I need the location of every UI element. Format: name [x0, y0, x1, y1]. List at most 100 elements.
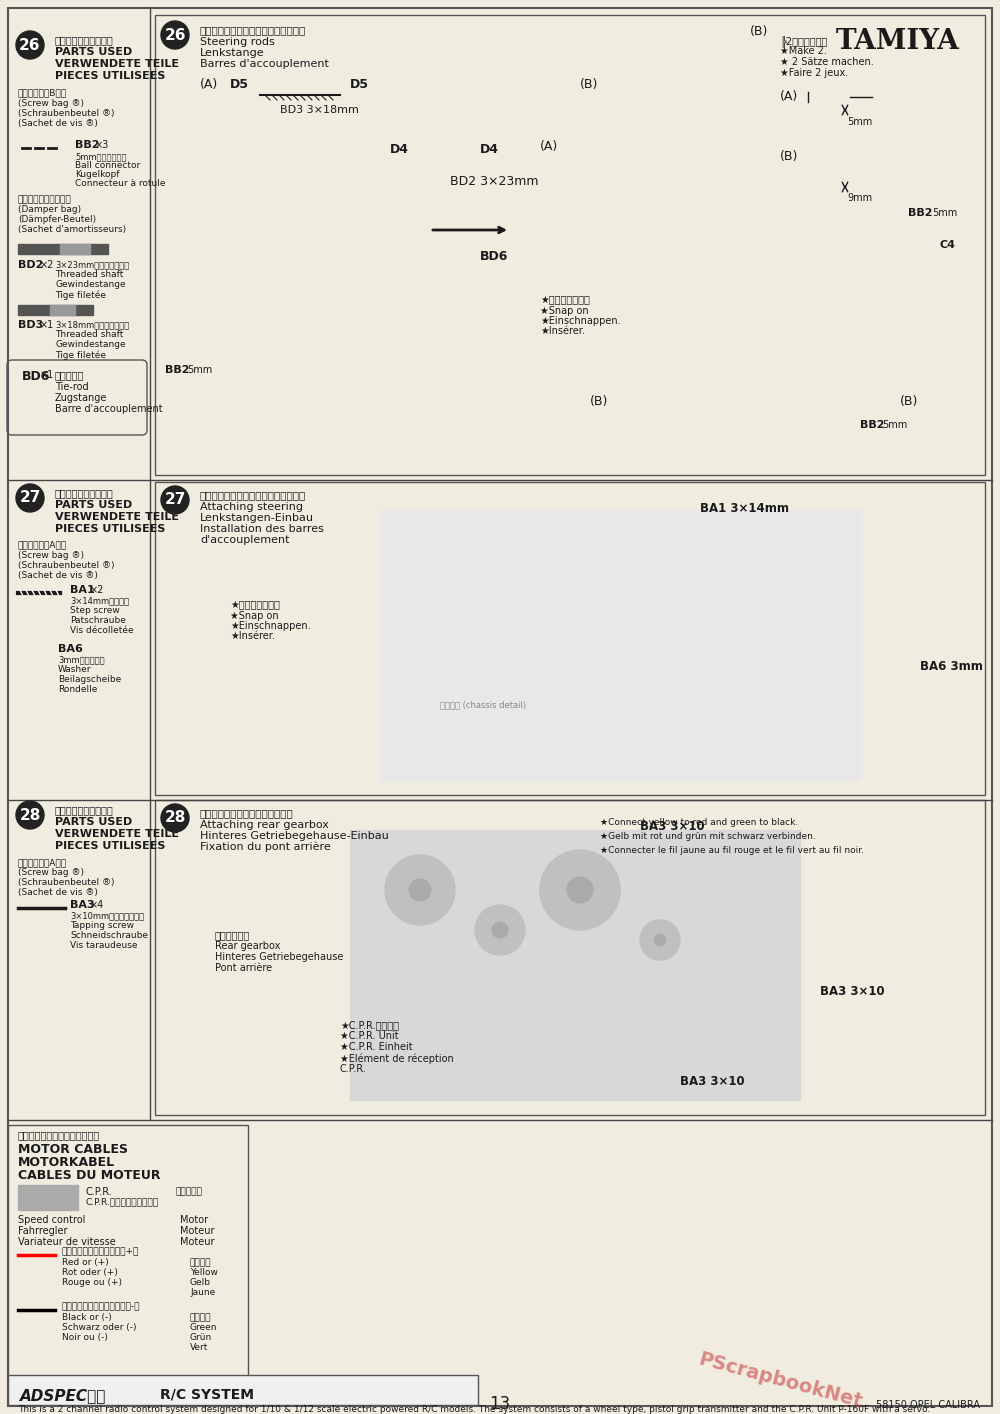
Text: Connecteur à rotule: Connecteur à rotule	[75, 180, 166, 188]
Text: 58150 OPEL CALIBRA: 58150 OPEL CALIBRA	[876, 1400, 980, 1410]
Text: モーター側: モーター側	[175, 1186, 202, 1196]
Text: BA3 3×10: BA3 3×10	[640, 820, 705, 833]
Text: Green: Green	[190, 1324, 218, 1332]
Text: Hinteres Getriebegehause: Hinteres Getriebegehause	[215, 952, 343, 962]
Text: Beilagscheibe: Beilagscheibe	[58, 674, 121, 684]
Text: 5mm: 5mm	[847, 117, 872, 127]
Bar	[155, 16, 985, 475]
Bar	[504, 570, 554, 615]
Bar	[390, 570, 440, 615]
Bar	[380, 510, 860, 781]
Text: Vis taraudeuse: Vis taraudeuse	[70, 940, 138, 950]
Text: ×3: ×3	[95, 140, 109, 150]
Text: Steering rods: Steering rods	[200, 37, 275, 47]
Text: C.P.R.ユニット、アンプ側: C.P.R.ユニット、アンプ側	[85, 1198, 158, 1206]
Text: PARTS USED: PARTS USED	[55, 501, 132, 510]
Bar	[618, 619, 668, 665]
Text: (B): (B)	[590, 395, 608, 409]
Text: (Damper bag): (Damper bag)	[18, 205, 81, 214]
Text: ★Snap on: ★Snap on	[230, 611, 279, 621]
Bar	[504, 520, 554, 566]
Text: (Screw bag ®): (Screw bag ®)	[18, 868, 84, 877]
Bar	[8, 1374, 478, 1406]
Text: Grün: Grün	[190, 1333, 212, 1342]
Text: (Schraubenbeutel ®): (Schraubenbeutel ®)	[18, 109, 114, 117]
Text: BA3: BA3	[70, 899, 95, 911]
Text: BD3 3×18mm: BD3 3×18mm	[280, 105, 359, 115]
Text: This is a 2 channel radio control system designed for 1/10 & 1/12 scale electric: This is a 2 channel radio control system…	[18, 1406, 930, 1414]
Circle shape	[385, 855, 455, 925]
Circle shape	[16, 800, 44, 829]
Text: (Dämpfer-Beutel): (Dämpfer-Beutel)	[18, 215, 96, 223]
Bar	[447, 670, 497, 715]
Text: BD6: BD6	[480, 250, 508, 263]
Bar	[561, 619, 611, 665]
Text: PARTS USED: PARTS USED	[55, 47, 132, 57]
Circle shape	[567, 877, 593, 904]
Text: TAMIYA: TAMIYA	[836, 28, 960, 55]
Text: 3×23mm両ネジシャフト: 3×23mm両ネジシャフト	[55, 260, 129, 269]
Text: ★ 2 Sätze machen.: ★ 2 Sätze machen.	[780, 57, 874, 66]
Text: 27: 27	[19, 491, 41, 505]
Text: 5mmピローボール: 5mmピローボール	[75, 151, 126, 161]
Text: 「リヤギアボックスの取り付け」: 「リヤギアボックスの取り付け」	[200, 807, 294, 819]
Text: Patschraube: Patschraube	[70, 617, 126, 625]
Text: 黄コード: 黄コード	[190, 1258, 212, 1267]
Text: ×1: ×1	[40, 370, 54, 380]
Text: CABLES DU MOTEUR: CABLES DU MOTEUR	[18, 1169, 160, 1182]
Text: BA3 3×10: BA3 3×10	[820, 986, 885, 998]
Text: Installation des barres: Installation des barres	[200, 525, 324, 534]
Text: 黒コード、マイナスコード（-）: 黒コード、マイナスコード（-）	[62, 1302, 140, 1311]
Bar	[675, 570, 725, 615]
Bar	[447, 619, 497, 665]
Circle shape	[492, 922, 508, 937]
Text: BB2: BB2	[908, 208, 932, 218]
Text: D5: D5	[230, 78, 249, 90]
Text: Moteur: Moteur	[180, 1237, 214, 1247]
Text: (Schraubenbeutel ®): (Schraubenbeutel ®)	[18, 878, 114, 887]
Text: BD6: BD6	[22, 370, 50, 383]
Circle shape	[540, 850, 620, 930]
Bar	[675, 670, 725, 715]
Circle shape	[409, 880, 431, 901]
Text: ★Connecter le fil jaune au fil rouge et le fil vert au fil noir.: ★Connecter le fil jaune au fil rouge et …	[600, 846, 864, 855]
Text: Schneidschraube: Schneidschraube	[70, 930, 148, 940]
Text: BA1 3×14mm: BA1 3×14mm	[700, 502, 789, 515]
Text: 「モーターコードのつなぎ方」: 「モーターコードのつなぎ方」	[18, 1130, 100, 1140]
Text: (Screw bag ®): (Screw bag ®)	[18, 551, 84, 560]
Text: BD2: BD2	[18, 260, 43, 270]
Text: 緑コード: 緑コード	[190, 1314, 212, 1322]
Text: Speed control: Speed control	[18, 1215, 85, 1225]
Text: Tige filetée: Tige filetée	[55, 290, 106, 300]
Text: Fahrregler: Fahrregler	[18, 1226, 68, 1236]
Text: BA3 3×10: BA3 3×10	[680, 1075, 745, 1087]
Text: MOTOR CABLES: MOTOR CABLES	[18, 1143, 128, 1157]
Text: ×2: ×2	[90, 585, 104, 595]
Text: Zugstange: Zugstange	[55, 393, 107, 403]
Text: BD2 3×23mm: BD2 3×23mm	[450, 175, 538, 188]
Text: D4: D4	[480, 143, 499, 156]
Bar	[350, 830, 800, 1100]
Text: Barres d'accouplement: Barres d'accouplement	[200, 59, 329, 69]
Bar	[561, 570, 611, 615]
Circle shape	[16, 484, 44, 512]
Text: Moteur: Moteur	[180, 1226, 214, 1236]
Text: PIECES UTILISEES: PIECES UTILISEES	[55, 525, 165, 534]
Text: 5mm: 5mm	[187, 365, 212, 375]
Text: Red or (+): Red or (+)	[62, 1258, 109, 1267]
Text: BB2: BB2	[165, 365, 190, 375]
Bar	[732, 520, 782, 566]
Bar	[561, 720, 611, 765]
Circle shape	[161, 805, 189, 831]
Bar	[810, 88, 850, 106]
Text: Ball connector: Ball connector	[75, 161, 140, 170]
Text: 5mm: 5mm	[882, 420, 907, 430]
Text: BB2: BB2	[860, 420, 885, 430]
Bar	[732, 619, 782, 665]
Text: （ビス袋詰（B））: （ビス袋詰（B））	[18, 88, 67, 98]
Text: 9mm: 9mm	[847, 192, 872, 204]
Text: D5: D5	[350, 78, 369, 90]
Text: (B): (B)	[750, 25, 768, 38]
Text: (B): (B)	[780, 150, 798, 163]
Text: Black or (-): Black or (-)	[62, 1314, 112, 1322]
